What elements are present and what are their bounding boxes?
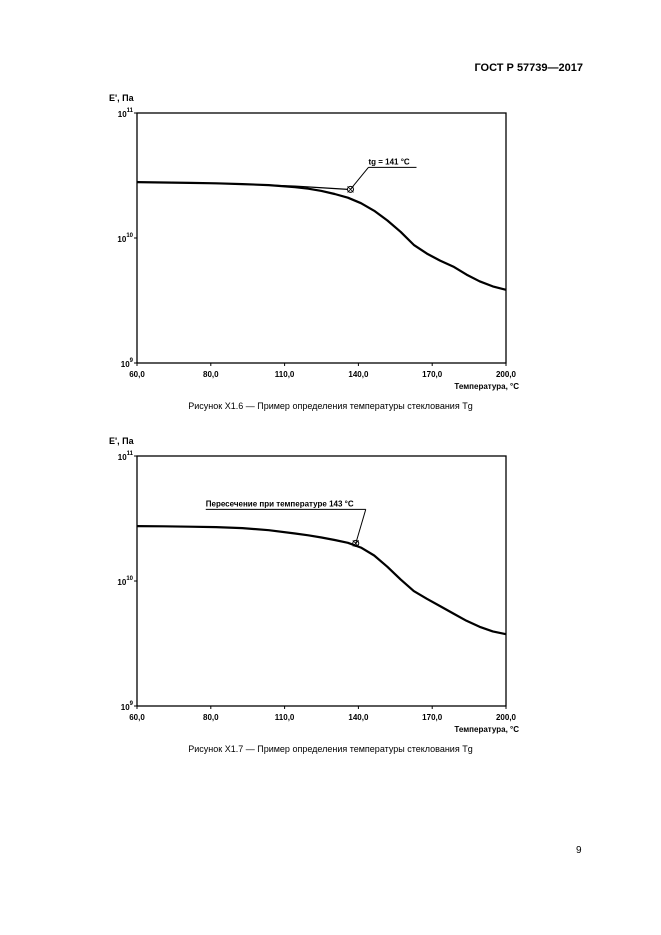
- y-tick-label: 1011: [118, 451, 134, 462]
- caption-x1-7: Рисунок X1.7 — Пример определения темпер…: [188, 744, 473, 754]
- x-tick-label: 60,0: [129, 370, 145, 379]
- series-line-2: [136, 181, 348, 191]
- annotation-marker: [346, 185, 354, 193]
- x-tick-label: 170,0: [422, 713, 443, 722]
- annotation-leader: [355, 509, 367, 544]
- annotation-label: tg = 141 °C: [368, 157, 409, 166]
- x-tick-label: 110,0: [275, 370, 295, 379]
- x-tick-label: 60,0: [129, 713, 145, 722]
- x-tick-label: 110,0: [275, 713, 295, 722]
- x-tick-label: 170,0: [422, 370, 443, 379]
- y-tick-label: 1010: [117, 576, 133, 587]
- annotation-marker: [352, 539, 360, 547]
- y-axis-label: E', Па: [109, 436, 135, 446]
- x-tick-label: 80,0: [203, 370, 219, 379]
- series-line-1: [136, 525, 507, 636]
- x-tick-label: 140,0: [348, 713, 369, 722]
- y-tick-label: 109: [121, 701, 134, 712]
- x-axis-label: Температура, °C: [454, 725, 519, 734]
- y-tick-label: 109: [121, 358, 134, 369]
- x-tick-label: 80,0: [203, 713, 219, 722]
- x-tick-label: 200,0: [496, 713, 517, 722]
- standard-number: ГОСТ Р 57739—2017: [474, 62, 583, 74]
- y-tick-label: 1010: [117, 233, 133, 244]
- page-number: 9: [576, 845, 582, 856]
- y-tick-label: 1011: [118, 108, 134, 119]
- annotation-leader: [350, 167, 369, 190]
- y-axis-label: E', Па: [109, 93, 135, 103]
- x-tick-label: 140,0: [348, 370, 369, 379]
- x-tick-label: 200,0: [496, 370, 517, 379]
- annotation-label: Пересечение при температуре 143 °C: [206, 499, 354, 508]
- plot-frame: [136, 455, 507, 707]
- chart-x1-7: E', Па 60,0 80,0 110,0 140,0 170,0 200,0 Темпер…: [109, 436, 519, 734]
- x-axis-label: Температура, °C: [454, 382, 519, 391]
- caption-x1-6: Рисунок X1.6 — Пример определения темпер…: [188, 401, 473, 411]
- chart-x1-6: E', Па 60,0 80,0 110,0 140,0 170,0 200,0 Темпер…: [109, 93, 519, 391]
